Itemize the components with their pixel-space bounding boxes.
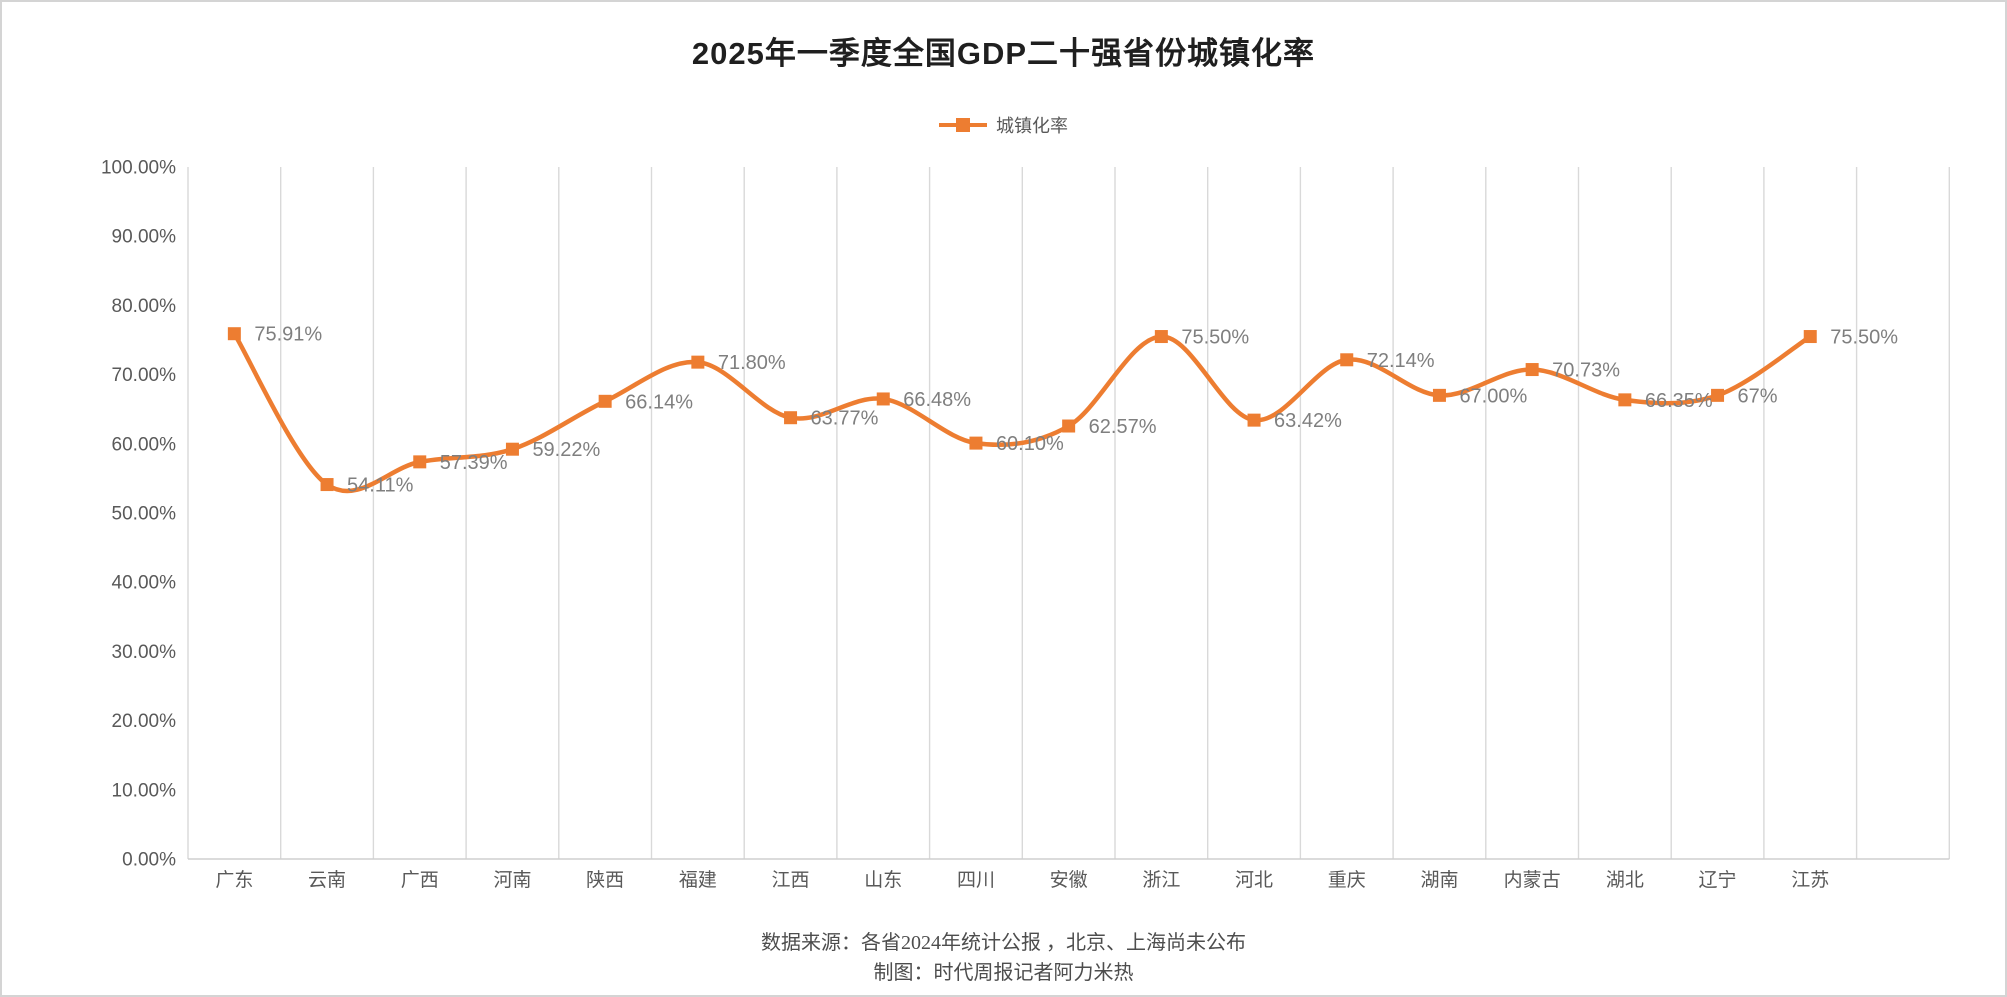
data-point-label: 75.50%: [1181, 327, 1249, 349]
y-tick-label: 40.00%: [112, 573, 177, 594]
data-point-label: 75.91%: [254, 324, 322, 346]
data-point-marker: [1247, 413, 1261, 427]
data-point-label: 75.50%: [1830, 327, 1898, 349]
y-tick-label: 20.00%: [112, 711, 177, 732]
data-point-label: 67.00%: [1459, 385, 1527, 407]
x-tick-label: 重庆: [1328, 869, 1366, 891]
legend-series-label: 城镇化率: [996, 116, 1068, 136]
legend-line-marker-icon: [939, 118, 987, 132]
x-tick-label: 河南: [493, 869, 531, 891]
legend: 城镇化率: [2, 112, 2005, 138]
legend-square-marker: [956, 118, 970, 132]
credit-note: 制图：时代周报记者阿力米热: [873, 962, 1134, 984]
x-tick-label: 云南: [308, 869, 346, 891]
x-tick-label: 江苏: [1791, 869, 1829, 891]
data-point-marker: [1432, 388, 1446, 402]
data-point-marker: [969, 436, 983, 450]
data-point-label: 66.48%: [903, 389, 971, 411]
x-tick-label: 浙江: [1142, 869, 1180, 891]
data-point-label: 54.11%: [347, 475, 414, 497]
data-point-label: 63.77%: [811, 408, 879, 430]
data-point-marker: [505, 442, 519, 456]
data-point-marker: [1618, 393, 1632, 407]
data-point-marker: [876, 392, 890, 406]
x-tick-label: 福建: [679, 869, 717, 891]
x-tick-label: 广西: [401, 869, 439, 891]
data-point-label: 72.14%: [1367, 350, 1435, 372]
x-tick-label: 河北: [1235, 869, 1273, 891]
y-tick-label: 10.00%: [112, 780, 177, 801]
x-tick-label: 山东: [864, 869, 902, 891]
data-point-marker: [413, 455, 427, 469]
data-point-marker: [691, 355, 705, 369]
y-tick-label: 100.00%: [101, 158, 176, 179]
data-point-label: 59.22%: [532, 439, 600, 461]
data-source-note: 数据来源：各省2024年统计公报 ，北京、上海尚未公布: [761, 932, 1246, 954]
y-tick-label: 0.00%: [122, 850, 176, 871]
y-tick-label: 30.00%: [112, 642, 177, 663]
x-tick-label: 湖南: [1420, 869, 1458, 891]
y-tick-label: 90.00%: [112, 227, 177, 248]
data-point-marker: [1803, 330, 1817, 344]
data-point-label: 66.35%: [1645, 390, 1713, 412]
data-point-marker: [1154, 330, 1168, 344]
x-tick-label: 陕西: [586, 869, 624, 891]
data-point-marker: [598, 394, 612, 408]
data-point-marker: [1525, 363, 1539, 377]
x-tick-label: 四川: [957, 870, 995, 891]
y-tick-label: 60.00%: [112, 434, 177, 455]
data-point-label: 71.80%: [718, 352, 786, 374]
y-tick-label: 70.00%: [112, 365, 177, 386]
x-tick-label: 广东: [215, 869, 253, 891]
data-point-marker: [1340, 353, 1354, 367]
data-point-marker: [784, 411, 798, 425]
data-point-label: 70.73%: [1552, 360, 1620, 382]
y-tick-label: 50.00%: [112, 504, 177, 525]
data-point-marker: [320, 478, 334, 492]
chart-title: 2025年一季度全国GDP二十强省份城镇化率: [691, 36, 1316, 71]
data-point-label: 63.42%: [1274, 410, 1342, 432]
data-point-marker: [1062, 419, 1076, 433]
data-point-marker: [1711, 388, 1725, 402]
data-point-label: 67%: [1738, 385, 1778, 407]
x-tick-label: 江西: [772, 869, 810, 891]
data-point-label: 57.39%: [440, 452, 508, 474]
data-point-marker: [227, 327, 241, 341]
x-tick-label: 辽宁: [1699, 869, 1737, 891]
x-tick-label: 内蒙古: [1504, 869, 1561, 891]
x-tick-label: 湖北: [1606, 869, 1644, 891]
data-point-label: 66.14%: [625, 391, 693, 413]
y-tick-label: 80.00%: [112, 296, 177, 317]
data-point-label: 60.10%: [996, 433, 1064, 455]
x-tick-label: 安徽: [1050, 869, 1088, 891]
data-point-label: 62.57%: [1089, 416, 1157, 438]
